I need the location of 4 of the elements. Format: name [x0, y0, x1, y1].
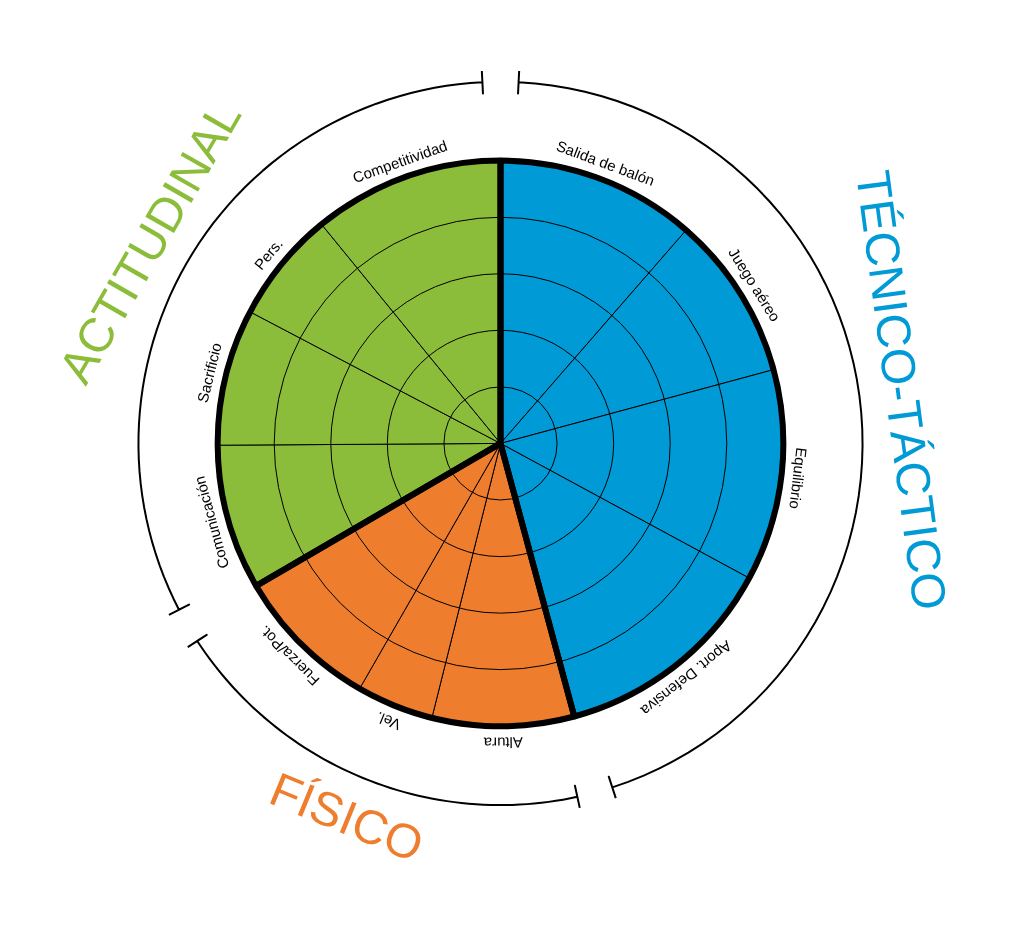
slice-label: Salida de balón [554, 136, 658, 190]
slice-label: Altura [483, 734, 523, 752]
slice-label: Vel. [373, 708, 404, 734]
slice-label: Equilibrio [786, 446, 811, 510]
